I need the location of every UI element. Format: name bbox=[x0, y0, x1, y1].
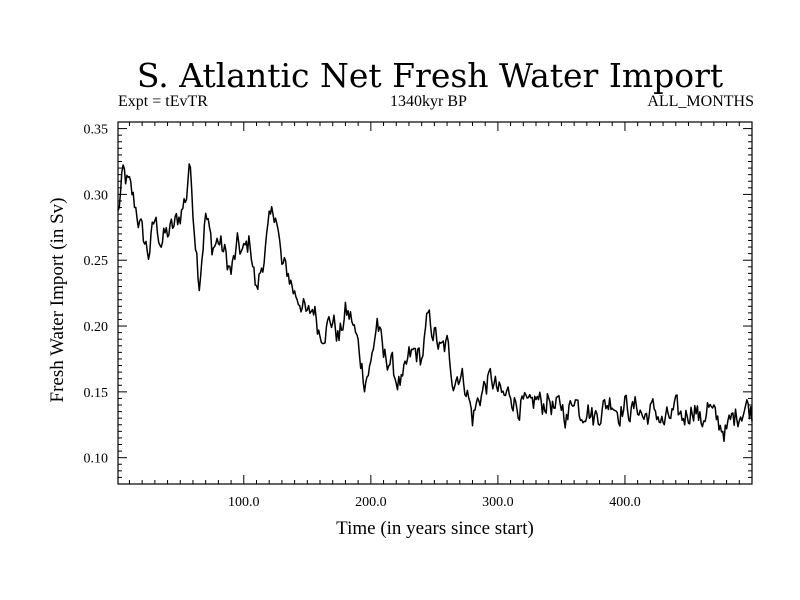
x-tick-label: 200.0 bbox=[355, 495, 387, 510]
period-label: 1340kyr BP bbox=[390, 93, 467, 110]
series-group bbox=[117, 163, 753, 443]
plot-frame bbox=[117, 121, 753, 485]
series-line bbox=[117, 163, 753, 443]
x-tick-label: 100.0 bbox=[228, 495, 260, 510]
y-tick-label: 0.10 bbox=[84, 452, 109, 467]
x-tick-label: 400.0 bbox=[609, 495, 641, 510]
y-tick-label: 0.30 bbox=[84, 188, 109, 203]
ticks-group: 0.10 0.15 0.20 0.25 0.30 0.35 100.0 200.0 300.0 4… bbox=[84, 122, 752, 510]
y-axis-label: Fresh Water Import (in Sv) bbox=[47, 198, 68, 403]
y-tick-label: 0.35 bbox=[84, 123, 109, 138]
months-label: ALL_MONTHS bbox=[647, 93, 754, 110]
y-tick-label: 0.15 bbox=[84, 386, 109, 401]
x-tick-label: 300.0 bbox=[482, 495, 514, 510]
experiment-label: Expt = tEvTR bbox=[118, 93, 208, 110]
chart-title: S. Atlantic Net Fresh Water Import bbox=[136, 56, 724, 95]
y-tick-label: 0.25 bbox=[84, 254, 109, 269]
y-tick-label: 0.20 bbox=[84, 320, 109, 335]
plot-frame-group bbox=[117, 121, 753, 485]
x-axis-label: Time (in years since start) bbox=[336, 518, 534, 539]
